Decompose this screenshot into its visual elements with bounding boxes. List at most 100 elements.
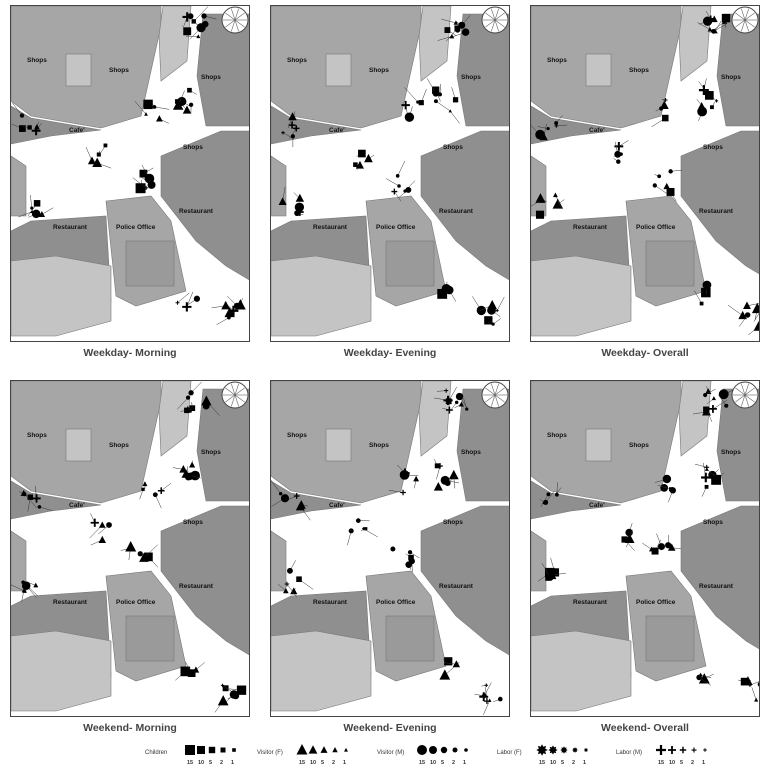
label-shops-center: Shops bbox=[109, 442, 129, 449]
circle-symbol bbox=[554, 121, 559, 126]
circle-symbol bbox=[188, 102, 194, 107]
building-shops-north bbox=[158, 381, 192, 457]
circle-symbol bbox=[440, 475, 450, 485]
triangle-symbol bbox=[711, 396, 717, 401]
site-map: Shops Shops Shops Cafe' Shops Restaurant Resta… bbox=[271, 381, 509, 716]
flow-line bbox=[134, 100, 147, 115]
circle-symbol bbox=[461, 28, 470, 36]
square-symbol bbox=[103, 143, 108, 148]
flow-cluster bbox=[175, 661, 205, 681]
triangle-symbol bbox=[217, 695, 229, 706]
triangle-symbol bbox=[704, 467, 709, 471]
square-symbol bbox=[408, 554, 414, 561]
triangle-symbol bbox=[552, 192, 558, 198]
circle-symbol bbox=[455, 392, 464, 401]
flow-cluster bbox=[401, 87, 427, 122]
flow-cluster bbox=[390, 546, 420, 573]
legend-title-labor-f: Labor (F) bbox=[497, 750, 522, 756]
cross-symbol bbox=[707, 15, 714, 22]
cross-symbol bbox=[443, 395, 453, 405]
flow-cluster bbox=[437, 15, 471, 42]
flow-cluster bbox=[433, 386, 469, 414]
label-shops-southeast: Shops bbox=[703, 519, 723, 526]
flow-line bbox=[713, 23, 727, 32]
flow-cluster bbox=[278, 186, 305, 217]
legend-scale-value: 1 bbox=[231, 760, 234, 766]
legend-title-visitor-f: Visitor (F) bbox=[257, 750, 283, 756]
building-cafe bbox=[531, 480, 622, 520]
flow-cluster bbox=[18, 194, 54, 219]
cross-symbol bbox=[288, 121, 296, 129]
square-symbol bbox=[353, 162, 358, 167]
label-cafe: Cafe' bbox=[589, 127, 605, 134]
flow-line bbox=[277, 584, 287, 592]
flow-line bbox=[176, 397, 189, 410]
police-courtyard bbox=[645, 615, 695, 662]
panel-caption-weekend-overall: Weekend- Overall bbox=[601, 722, 689, 734]
flow-cluster bbox=[613, 140, 629, 164]
flow-line bbox=[657, 484, 672, 490]
label-shops-southeast: Shops bbox=[703, 144, 723, 151]
circle-symbol bbox=[294, 202, 305, 212]
circle-symbol bbox=[185, 395, 191, 400]
flow-line bbox=[363, 528, 378, 538]
triangle-symbol bbox=[92, 157, 103, 168]
triangle-symbol bbox=[754, 697, 759, 702]
legend-scale-value: 15 bbox=[187, 760, 193, 766]
triangle-symbol bbox=[453, 20, 459, 25]
circle-symbol bbox=[287, 567, 293, 574]
legend-scale-value: 10 bbox=[430, 760, 436, 766]
square-symbol bbox=[418, 100, 424, 106]
circle-symbol bbox=[19, 113, 25, 118]
building-cafe bbox=[11, 105, 102, 145]
triangle-symbol bbox=[452, 660, 461, 668]
site-map: Shops Shops Shops Cafe' Shops Restaurant Resta… bbox=[531, 6, 759, 341]
triangle-symbol bbox=[33, 582, 39, 588]
flow-line bbox=[712, 400, 728, 410]
building-shops-east bbox=[716, 13, 759, 127]
circle-symbol bbox=[30, 206, 34, 210]
cross-symbol bbox=[293, 125, 300, 132]
flow-line bbox=[177, 292, 190, 303]
map-panel-weekend-overall: Shops Shops Shops Cafe' Shops Restaurant Resta… bbox=[530, 380, 760, 717]
flow-line bbox=[286, 583, 297, 598]
triangle-symbol bbox=[290, 587, 298, 595]
circle-symbol bbox=[405, 561, 413, 568]
triangle-symbol bbox=[224, 307, 235, 318]
triangle-legend-symbol bbox=[320, 746, 328, 753]
flow-cluster bbox=[175, 291, 201, 312]
flow-cluster bbox=[172, 460, 201, 481]
label-shops-west: Shops bbox=[27, 57, 47, 64]
label-shops-center: Shops bbox=[629, 67, 649, 74]
flow-line bbox=[531, 200, 541, 207]
circle-symbol bbox=[416, 100, 420, 104]
square-symbol bbox=[191, 19, 196, 24]
triangle-symbol bbox=[458, 401, 464, 407]
building-shops-north bbox=[418, 6, 452, 82]
building-shops-southeast bbox=[160, 130, 249, 281]
flow-line bbox=[618, 140, 629, 147]
cross-legend-symbol bbox=[703, 748, 707, 752]
square-symbol bbox=[651, 547, 659, 555]
circle-symbol bbox=[395, 174, 400, 178]
circle-symbol bbox=[657, 543, 665, 551]
flow-line bbox=[450, 110, 460, 124]
map-panel-weekday-overall: Shops Shops Shops Cafe' Shops Restaurant Resta… bbox=[530, 5, 760, 342]
circle-symbol bbox=[491, 322, 495, 326]
police-courtyard bbox=[645, 240, 695, 287]
circle-symbol bbox=[31, 209, 41, 219]
circle-symbol bbox=[711, 28, 716, 34]
circle-symbol bbox=[405, 186, 412, 193]
square-symbol bbox=[710, 105, 714, 110]
circle-legend-symbol bbox=[452, 747, 458, 753]
circle-symbol bbox=[757, 682, 759, 687]
flow-cluster bbox=[89, 513, 112, 546]
flow-line bbox=[694, 290, 702, 304]
triangle-symbol bbox=[87, 156, 97, 165]
flow-cluster bbox=[651, 97, 669, 128]
flow-line bbox=[12, 102, 23, 116]
square-symbol bbox=[666, 187, 675, 196]
triangle-symbol bbox=[34, 123, 40, 130]
label-shops-center: Shops bbox=[629, 442, 649, 449]
triangle-symbol bbox=[659, 100, 669, 110]
